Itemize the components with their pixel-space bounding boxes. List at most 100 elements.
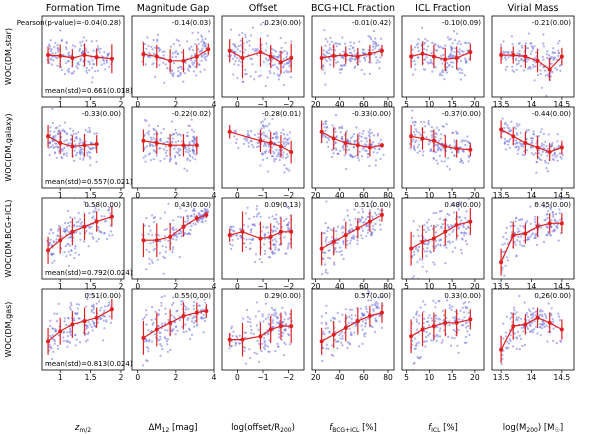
scatter-point xyxy=(91,76,94,79)
trend-point xyxy=(154,54,159,59)
scatter-point xyxy=(284,41,287,44)
scatter-point xyxy=(413,59,416,63)
scatter-point xyxy=(81,148,84,151)
trend-group xyxy=(227,125,294,164)
scatter-point xyxy=(342,148,345,151)
scatter-point xyxy=(515,63,519,66)
scatter-point xyxy=(333,263,336,266)
scatter-point xyxy=(161,322,164,325)
scatter-point xyxy=(79,341,82,344)
scatter-point xyxy=(334,247,337,250)
scatter-point xyxy=(413,275,416,278)
scatter-point xyxy=(174,333,177,336)
scatter-point xyxy=(256,340,259,343)
scatter-point xyxy=(462,324,465,327)
scatter-point xyxy=(152,52,156,55)
scatter-point xyxy=(251,238,254,241)
scatter-point xyxy=(95,39,98,42)
scatter-point xyxy=(502,235,505,239)
scatter-point xyxy=(434,135,437,138)
panel-r3-c0: 1 1.5 20.51(0.00)mean(std)=0.813(0.024) xyxy=(41,288,133,382)
scatter-point xyxy=(454,246,457,249)
scatter-point xyxy=(257,328,260,331)
scatter-point xyxy=(326,229,329,232)
scatter-point xyxy=(425,255,428,258)
trend-point xyxy=(523,54,528,59)
scatter-point xyxy=(364,332,367,335)
scatter-point xyxy=(501,243,504,246)
scatter-point xyxy=(375,61,378,64)
scatter-point xyxy=(325,347,328,350)
scatter-point xyxy=(229,54,233,57)
scatter-point xyxy=(538,296,542,299)
scatter-point xyxy=(452,30,456,33)
trend-point xyxy=(70,229,75,234)
scatter-point xyxy=(453,154,456,157)
trend-point xyxy=(559,145,564,150)
scatter-point xyxy=(321,359,324,363)
trend-point xyxy=(355,226,360,231)
trend-point xyxy=(289,229,294,234)
scatter-point xyxy=(152,62,155,65)
x-tick-label: 15 xyxy=(447,100,457,109)
scatter-point xyxy=(434,231,437,234)
column-title: Magnitude Gap xyxy=(137,3,210,14)
pearson-annotation: 0.55(0.00) xyxy=(174,292,211,300)
trend-point xyxy=(82,224,87,229)
scatter-point xyxy=(205,59,208,62)
scatter-point xyxy=(55,142,58,145)
x-tick-label: 1.5 xyxy=(85,191,97,200)
scatter-point xyxy=(436,162,439,165)
panel-r0-c0: 1 1.5 2Pearson(p-value)=-0.04(0.28)mean(st… xyxy=(17,15,133,109)
scatter-point xyxy=(178,154,181,157)
scatter-point xyxy=(416,146,419,149)
scatter-point xyxy=(424,125,427,128)
scatter-point xyxy=(283,318,286,321)
scatter-point xyxy=(552,327,555,330)
scatter-point xyxy=(510,315,514,318)
scatter-point xyxy=(191,31,194,34)
panel-frame xyxy=(401,106,485,189)
scatter-point xyxy=(145,119,148,123)
scatter-point xyxy=(164,145,167,148)
trend-point xyxy=(258,138,263,143)
scatter-point xyxy=(184,220,187,223)
trend-point xyxy=(523,322,528,327)
scatter-point xyxy=(523,239,526,242)
scatter-point xyxy=(328,331,331,334)
scatter-point xyxy=(413,347,416,350)
scatter-point xyxy=(376,134,379,137)
scatter-point xyxy=(322,330,325,333)
scatter-point xyxy=(92,311,95,314)
scatter-point xyxy=(448,38,451,41)
scatter-point xyxy=(201,308,204,311)
trend-group xyxy=(319,302,384,355)
scatter-point xyxy=(530,313,533,316)
scatter-point xyxy=(188,149,191,153)
scatter-point xyxy=(62,128,65,131)
panel-frame xyxy=(131,15,215,98)
scatter-point xyxy=(258,212,261,215)
scatter-point xyxy=(331,124,334,127)
scatter-point xyxy=(56,126,59,129)
scatter-point xyxy=(550,62,553,65)
scatter-point xyxy=(553,152,556,155)
scatter-point xyxy=(456,344,459,347)
trend-point xyxy=(535,315,540,320)
scatter-point xyxy=(355,235,358,238)
scatter-point xyxy=(82,158,85,161)
scatter-point xyxy=(341,313,344,316)
pearson-annotation: -0.28(0.01) xyxy=(262,110,301,118)
scatter-point xyxy=(542,240,546,244)
scatter-point xyxy=(271,48,274,51)
scatter-point xyxy=(257,136,260,139)
scatter-point xyxy=(358,134,361,138)
scatter-point xyxy=(431,130,434,133)
scatter-point xyxy=(540,86,544,89)
x-tick-label: −1 xyxy=(257,282,268,291)
scatter-point xyxy=(277,222,280,225)
scatter-point xyxy=(425,56,428,59)
scatter-point xyxy=(199,309,202,312)
scatter-point xyxy=(447,64,450,67)
scatter-point xyxy=(344,308,347,311)
